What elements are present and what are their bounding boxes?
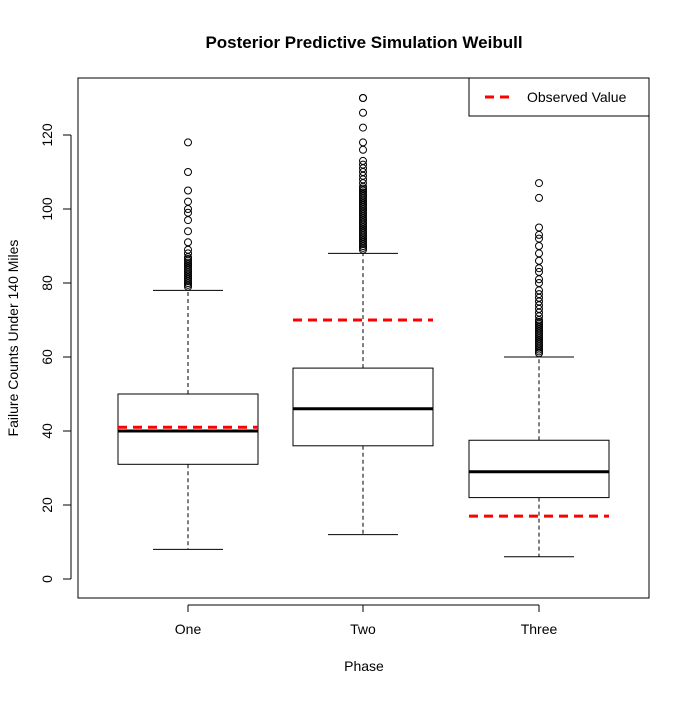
outlier-point (535, 179, 543, 188)
outlier-point (535, 234, 543, 243)
legend-box (468, 77, 650, 117)
chart-title: Posterior Predictive Simulation Weibull (205, 33, 522, 52)
outlier-point (184, 238, 192, 247)
box-series (117, 94, 610, 558)
iqr-box (292, 367, 434, 447)
outlier-point (359, 156, 367, 165)
iqr-box (117, 393, 259, 465)
box-two (292, 94, 434, 536)
outlier-point (184, 197, 192, 206)
outlier-point (359, 108, 367, 117)
y-tick-label: 120 (39, 123, 55, 147)
y-axis-label: Failure Counts Under 140 Miles (5, 240, 21, 437)
outlier-point (535, 223, 543, 232)
outlier-point (184, 249, 192, 258)
legend-observed-label: Observed Value (527, 89, 627, 105)
iqr-box (468, 439, 610, 499)
y-tick-label: 80 (39, 275, 55, 291)
y-axis: 0 20 40 60 80 100 120 (39, 123, 72, 583)
y-tick-label: 60 (39, 349, 55, 365)
legend: Observed Value (468, 77, 650, 117)
x-axis-label: Phase (344, 658, 384, 674)
outlier-point (535, 249, 543, 258)
y-tick-label: 20 (39, 497, 55, 513)
box-three (468, 179, 610, 558)
outlier-point (535, 267, 543, 276)
y-tick-label: 40 (39, 423, 55, 439)
plot-frame (77, 77, 650, 599)
x-tick-label: Three (521, 621, 558, 637)
y-tick-label: 0 (39, 575, 55, 583)
outlier-point (184, 168, 192, 176)
x-axis: One Two Three (175, 604, 558, 637)
outlier-point (359, 123, 367, 132)
outlier-point (535, 290, 543, 299)
outlier-point (184, 208, 192, 217)
outlier-point (184, 138, 192, 147)
outlier-point (359, 138, 367, 147)
outlier-point (535, 193, 543, 202)
x-tick-label: One (175, 621, 202, 637)
outlier-point (535, 242, 543, 250)
outlier-point (184, 186, 192, 195)
outlier-point (359, 145, 367, 154)
outlier-point (359, 160, 367, 169)
outlier-point (535, 279, 543, 287)
y-tick-label: 100 (39, 197, 55, 221)
outlier-point (184, 227, 192, 236)
box-one (117, 138, 259, 550)
outlier-point (184, 216, 192, 225)
outlier-point (359, 94, 367, 102)
outlier-point (535, 256, 543, 265)
x-tick-label: Two (350, 621, 376, 637)
